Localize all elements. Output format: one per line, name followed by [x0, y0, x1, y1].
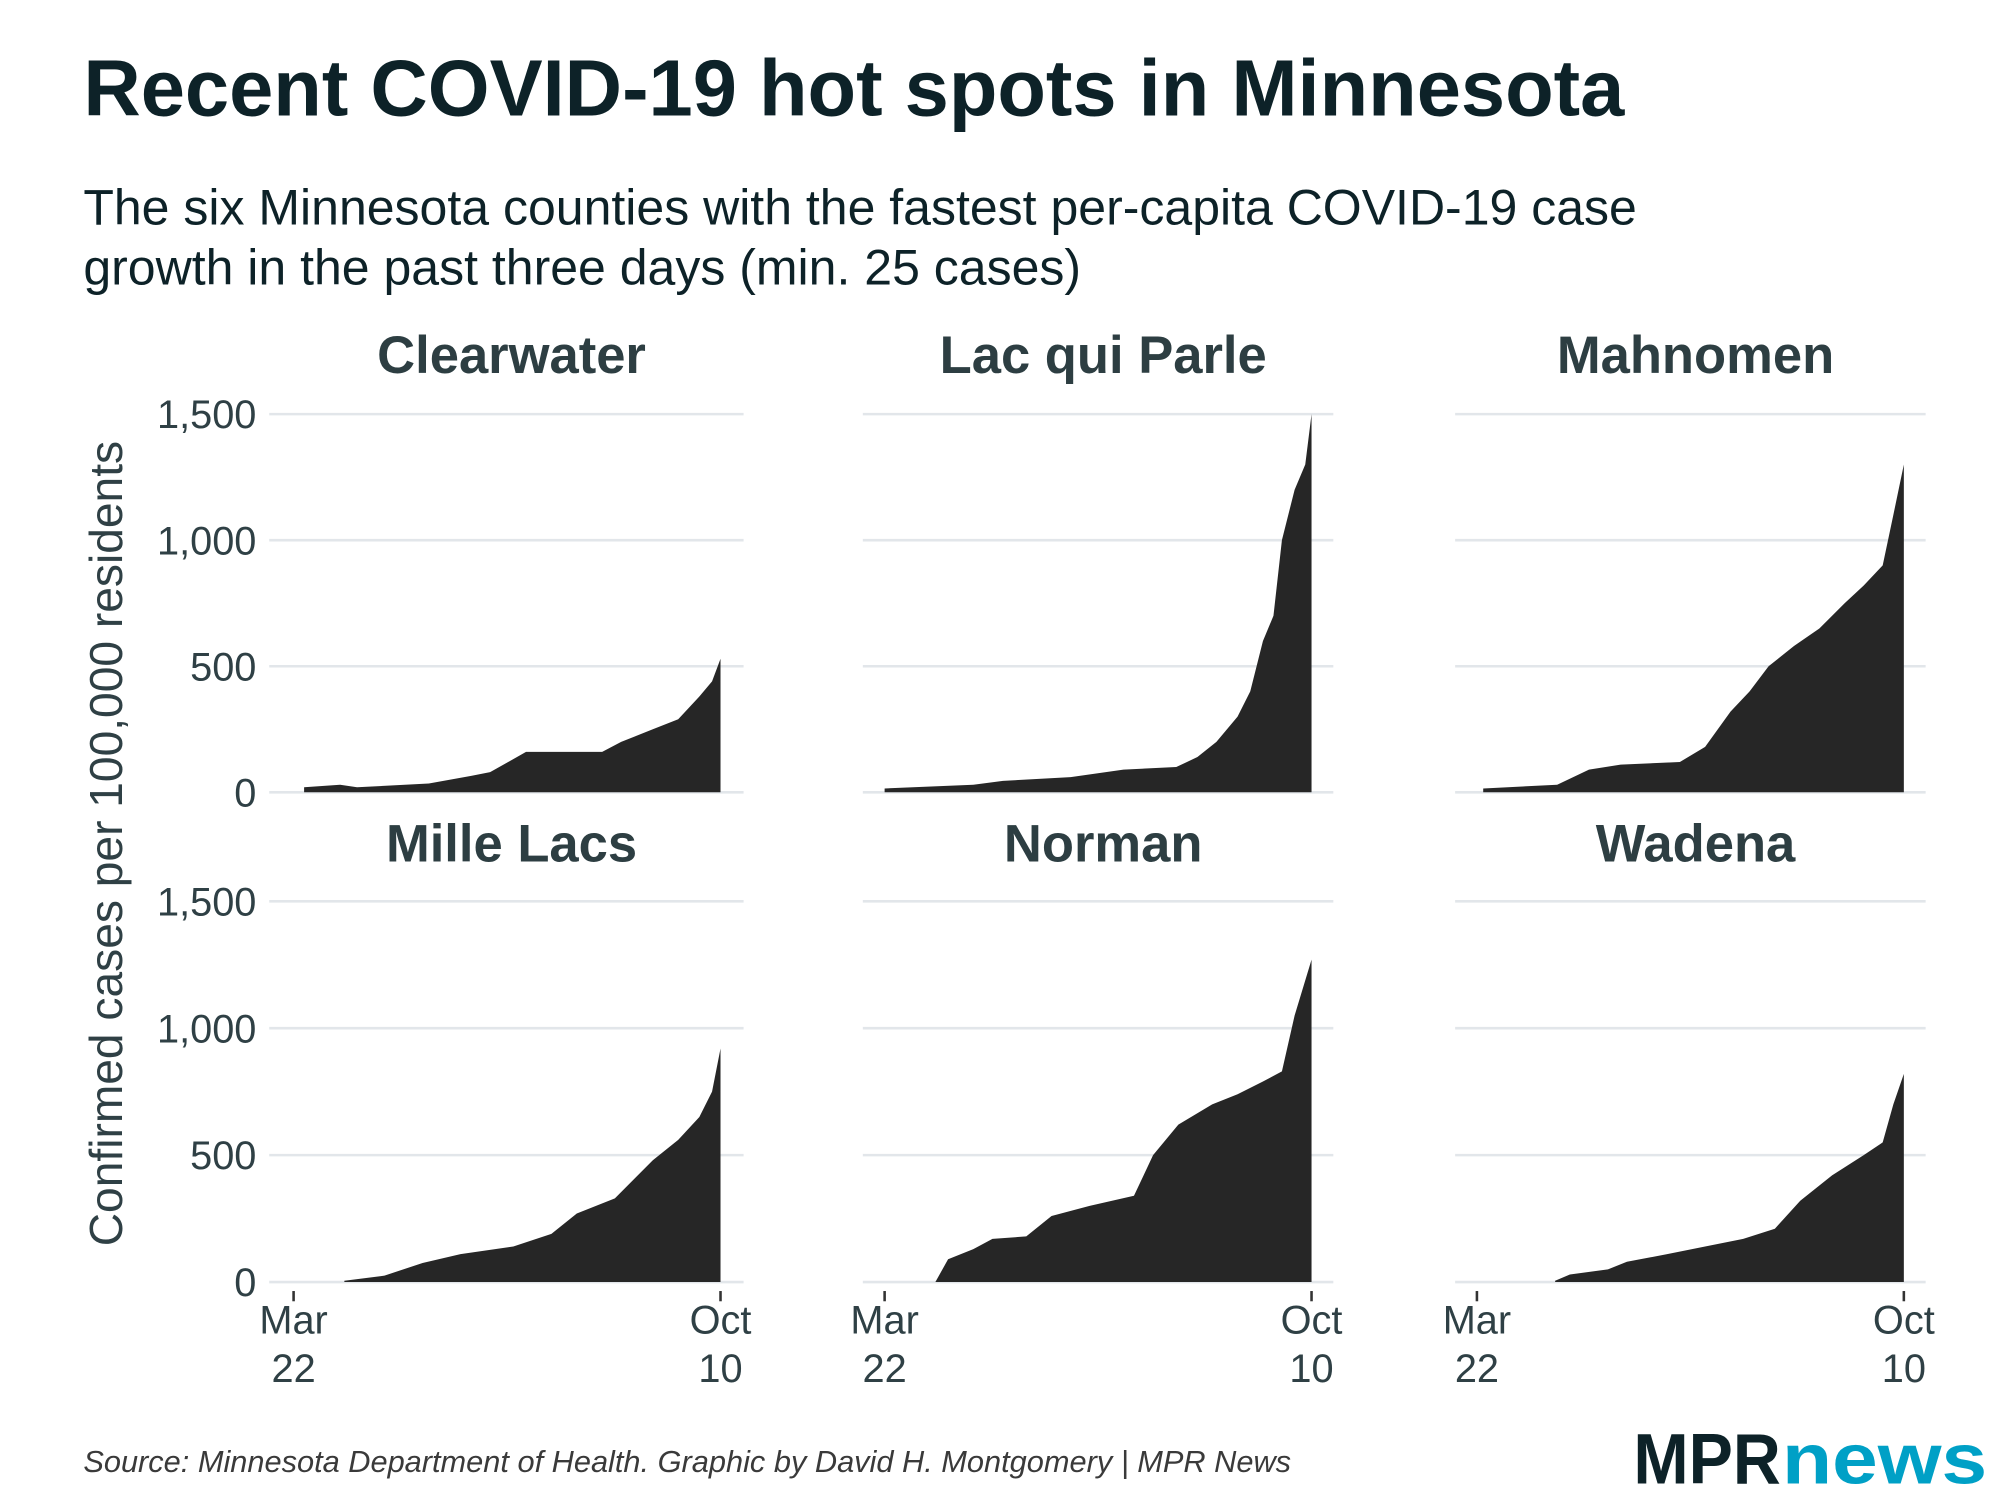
- panel-title: Lac qui Parle: [940, 326, 1267, 385]
- logo-news-text: news: [1782, 1419, 1987, 1499]
- panel-title: Wadena: [1596, 815, 1796, 874]
- x-tick-label: 10: [1882, 1347, 1926, 1391]
- area-series-mille-lacs: [344, 1048, 721, 1283]
- x-tick-label: 22: [271, 1347, 315, 1391]
- area-series-norman: [935, 959, 1312, 1283]
- x-tick-label: Oct: [1873, 1298, 1935, 1342]
- mpr-news-logo: MPR news: [1633, 1419, 1987, 1499]
- x-tick-label: Mar: [850, 1298, 918, 1342]
- area-series-wadena: [1555, 1073, 1904, 1283]
- panel-title: Mahnomen: [1557, 326, 1834, 385]
- x-tick-label: 22: [1455, 1347, 1499, 1391]
- panels: Clearwater 0 500 1,000 1,500 Lac qui Parle Mah…: [157, 326, 1935, 1391]
- panel-lac-qui-parle: Lac qui Parle: [862, 326, 1334, 794]
- chart-subtitle-line-2: growth in the past three days (min. 25 c…: [83, 240, 1081, 296]
- y-tick-label: 1,500: [157, 880, 256, 924]
- panel-mahnomen: Mahnomen: [1455, 326, 1926, 794]
- area-series-lac-qui-parle: [884, 414, 1312, 793]
- x-tick-label: Oct: [690, 1298, 752, 1342]
- y-tick-label: 0: [234, 771, 256, 815]
- panel-title: Mille Lacs: [386, 815, 637, 874]
- panel-clearwater: Clearwater 0 500 1,000 1,500: [157, 326, 744, 815]
- panel-title: Norman: [1004, 815, 1203, 874]
- chart-title: Recent COVID-19 hot spots in Minnesota: [83, 43, 1625, 132]
- x-tick-label: Mar: [259, 1298, 327, 1342]
- panel-mille-lacs: Mille Lacs 0 500 1,000 1,500 Mar 22 Oct 10: [157, 815, 751, 1392]
- panel-title: Clearwater: [377, 326, 646, 385]
- x-tick-label: Oct: [1281, 1298, 1343, 1342]
- x-tick-label: Mar: [1443, 1298, 1511, 1342]
- panel-wadena: Wadena Mar 22 Oct 10: [1443, 815, 1935, 1392]
- x-tick-label: 10: [698, 1347, 742, 1391]
- x-tick-label: 10: [1289, 1347, 1333, 1391]
- area-series-mahnomen: [1483, 464, 1904, 793]
- y-tick-label: 500: [190, 1134, 256, 1178]
- source-note: Source: Minnesota Department of Health. …: [83, 1444, 1291, 1479]
- y-tick-label: 1,500: [157, 393, 256, 437]
- y-tick-label: 500: [190, 645, 256, 689]
- x-tick-label: 22: [863, 1347, 907, 1391]
- y-tick-label: 0: [234, 1261, 256, 1305]
- y-axis-label: Confirmed cases per 100,000 residents: [80, 441, 132, 1246]
- logo-mpr-text: MPR: [1633, 1419, 1780, 1499]
- y-tick-label: 1,000: [157, 519, 256, 563]
- panel-norman: Norman Mar 22 Oct 10: [850, 815, 1342, 1392]
- chart-subtitle-line-1: The six Minnesota counties with the fast…: [83, 179, 1636, 235]
- y-tick-label: 1,000: [157, 1007, 256, 1051]
- area-series-clearwater: [304, 658, 721, 793]
